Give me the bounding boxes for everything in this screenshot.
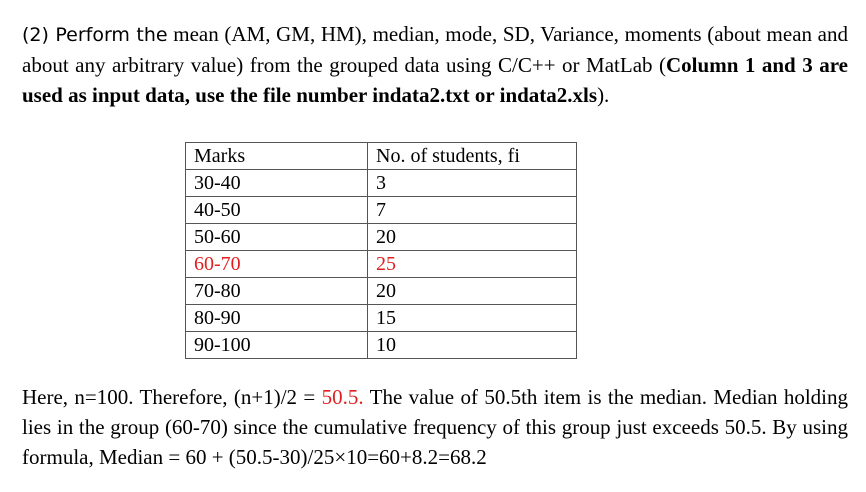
- students-cell: 20: [367, 277, 577, 305]
- explanation-text-start: Here, n=100. Therefore, (n+1)/2 =: [22, 385, 322, 409]
- table-row-median-class: 60-70 25: [185, 250, 577, 278]
- students-cell: 7: [367, 196, 577, 224]
- header-marks: Marks: [185, 142, 368, 170]
- marks-cell: 40-50: [185, 196, 368, 224]
- table-row: 80-90 15: [185, 304, 577, 332]
- table-header-row: Marks No. of students, fi: [185, 142, 577, 170]
- frequency-table: Marks No. of students, fi 30-40 3 40-50 …: [185, 142, 577, 359]
- marks-cell: 50-60: [185, 223, 368, 251]
- marks-cell: 30-40: [185, 169, 368, 197]
- question-paragraph: (2) Perform the mean (AM, GM, HM), media…: [22, 19, 848, 110]
- header-students: No. of students, fi: [367, 142, 577, 170]
- table-row: 90-100 10: [185, 331, 577, 359]
- students-cell: 3: [367, 169, 577, 197]
- explanation-text-rest: The value of 50.5th item is the median. …: [22, 385, 849, 469]
- marks-cell: 90-100: [185, 331, 368, 359]
- explanation-paragraph: Here, n=100. Therefore, (n+1)/2 = 50.5. …: [22, 382, 848, 472]
- question-end: ).: [597, 83, 610, 107]
- marks-cell: 70-80: [185, 277, 368, 305]
- table-row: 40-50 7: [185, 196, 577, 224]
- students-cell: 20: [367, 223, 577, 251]
- question-label: (2) Perform the: [22, 24, 168, 46]
- question-text: mean (AM, GM, HM), median, mode, SD, Var…: [22, 22, 848, 77]
- marks-cell: 60-70: [185, 250, 368, 278]
- table-row: 50-60 20: [185, 223, 577, 251]
- students-cell: 10: [367, 331, 577, 359]
- table-row: 30-40 3: [185, 169, 577, 197]
- students-cell: 15: [367, 304, 577, 332]
- question-input-note: Column 1 and 3 are used as input data, u…: [22, 53, 848, 107]
- median-position-value: 50.5.: [321, 385, 364, 409]
- marks-cell: 80-90: [185, 304, 368, 332]
- students-cell: 25: [367, 250, 577, 278]
- table-row: 70-80 20: [185, 277, 577, 305]
